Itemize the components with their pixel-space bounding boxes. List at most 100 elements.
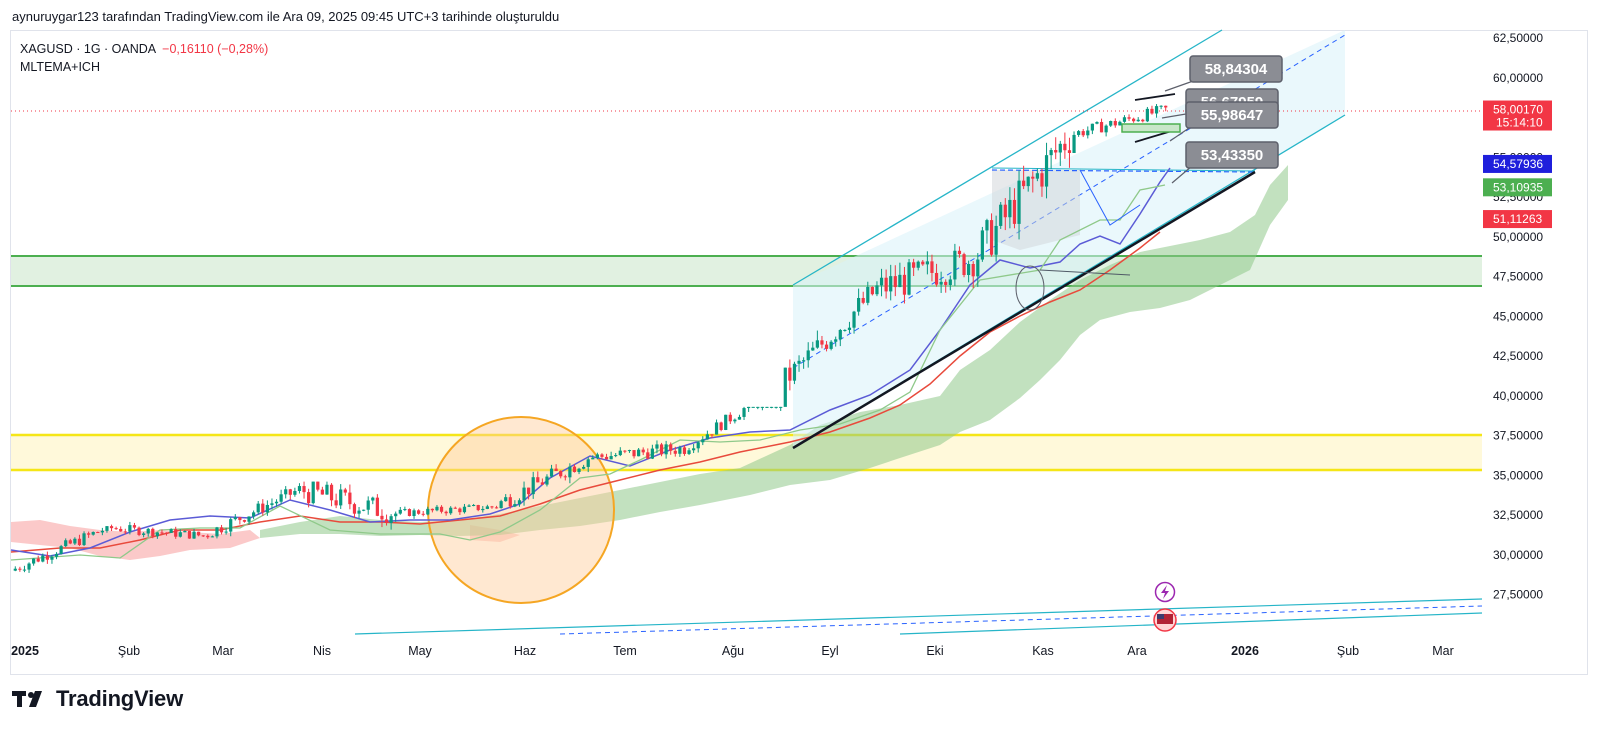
candle-body bbox=[1150, 108, 1154, 114]
callout-box[interactable] bbox=[1185, 101, 1279, 129]
candle-body bbox=[779, 406, 783, 408]
y-tick-label: 47,50000 bbox=[1493, 270, 1543, 284]
candle-body bbox=[371, 497, 375, 501]
candle-body bbox=[1095, 122, 1099, 124]
y-tick-label: 27,50000 bbox=[1493, 588, 1543, 602]
candle-body bbox=[458, 508, 462, 513]
candle-body bbox=[68, 540, 72, 544]
candle-body bbox=[247, 516, 251, 522]
candle-body bbox=[687, 450, 691, 454]
candle-body bbox=[999, 204, 1003, 226]
candle-body bbox=[980, 230, 984, 260]
y-tick-label: 45,00000 bbox=[1493, 309, 1543, 323]
event-icons[interactable] bbox=[1153, 581, 1177, 632]
price-tag bbox=[1483, 100, 1552, 131]
candle-body bbox=[329, 484, 334, 501]
candle-body bbox=[1003, 204, 1007, 218]
candle-body bbox=[192, 531, 196, 539]
dip-ellipse bbox=[1015, 265, 1045, 311]
tradingview-logo[interactable]: TradingView bbox=[12, 686, 183, 712]
candle-body bbox=[948, 279, 952, 285]
candle-body bbox=[45, 555, 49, 560]
price-tag bbox=[1483, 178, 1552, 197]
candle-body bbox=[316, 481, 320, 490]
candle-body bbox=[889, 276, 893, 292]
candle-body bbox=[197, 531, 201, 536]
candle-body bbox=[962, 254, 966, 276]
candle-body bbox=[847, 327, 852, 330]
candle-body bbox=[742, 408, 746, 417]
candle-body bbox=[261, 503, 265, 513]
candle-body bbox=[1104, 125, 1108, 133]
x-tick-label: Mar bbox=[1432, 644, 1454, 658]
candle-body bbox=[219, 527, 224, 533]
candle-body bbox=[499, 501, 503, 509]
price-tag-label: 58,00170 bbox=[1493, 103, 1543, 117]
indicator-label[interactable]: MLTEMA+ICH bbox=[20, 60, 100, 74]
candle-body bbox=[513, 504, 517, 507]
candle-body bbox=[215, 527, 219, 537]
callout-box[interactable] bbox=[1185, 141, 1279, 169]
candle-body bbox=[788, 367, 792, 381]
candle-body bbox=[320, 489, 324, 495]
candle-body bbox=[293, 490, 297, 495]
candle-body bbox=[705, 434, 709, 440]
candle-body bbox=[453, 507, 457, 509]
candle-body bbox=[201, 535, 205, 537]
candle-body bbox=[559, 470, 563, 477]
candle-body bbox=[187, 530, 192, 539]
candle-body bbox=[554, 468, 558, 471]
candle-body bbox=[682, 447, 687, 454]
price-tag bbox=[1483, 210, 1552, 229]
candle-body bbox=[609, 456, 613, 460]
callout-box[interactable] bbox=[1189, 55, 1283, 83]
candle-body bbox=[843, 329, 847, 331]
candle-body bbox=[861, 297, 865, 303]
candle-body bbox=[91, 532, 95, 535]
candle-body bbox=[802, 360, 806, 362]
triangle-lines bbox=[1079, 169, 1141, 226]
symbol-label[interactable]: XAGUSD · 1G · OANDA bbox=[20, 42, 157, 56]
candle-body bbox=[838, 329, 842, 340]
candle-body bbox=[1159, 105, 1163, 107]
candle-body bbox=[728, 414, 732, 422]
candle-body bbox=[229, 519, 233, 532]
candle-body bbox=[1081, 131, 1085, 136]
candle-body bbox=[449, 507, 453, 514]
tv-logo-icon bbox=[12, 691, 42, 707]
candle-body bbox=[137, 527, 141, 535]
x-tick-label: Tem bbox=[613, 644, 637, 658]
lower-channel-bottom bbox=[899, 612, 1483, 635]
candle-body bbox=[934, 272, 939, 285]
candle-body bbox=[820, 340, 824, 345]
candle-body bbox=[403, 509, 407, 511]
candle-body bbox=[494, 507, 499, 509]
y-tick-label: 62,50000 bbox=[1493, 31, 1543, 45]
candle-body bbox=[151, 528, 155, 537]
candle-body bbox=[536, 477, 540, 483]
support-trendline[interactable] bbox=[792, 170, 1256, 450]
brand-name: TradingView bbox=[56, 686, 183, 711]
candle-body bbox=[430, 508, 434, 511]
candle-body bbox=[27, 563, 31, 570]
candle-body bbox=[834, 339, 838, 342]
candle-body bbox=[1026, 176, 1030, 187]
candle-body bbox=[1099, 122, 1104, 133]
candle-body bbox=[710, 434, 714, 436]
candle-body bbox=[265, 504, 269, 513]
x-tick-label: Eyl bbox=[821, 644, 838, 658]
candle-body bbox=[1031, 176, 1035, 179]
candle-body bbox=[22, 569, 27, 571]
candle-body bbox=[467, 505, 471, 507]
candle-body bbox=[174, 529, 178, 537]
candle-body bbox=[96, 532, 100, 534]
candle-body bbox=[1086, 130, 1090, 136]
candle-body bbox=[737, 416, 742, 420]
candle-body bbox=[1090, 123, 1094, 131]
candle-body bbox=[971, 264, 975, 277]
channel-upper bbox=[792, 29, 1223, 286]
candle-body bbox=[1164, 105, 1168, 108]
candle-body bbox=[357, 510, 361, 514]
candle-body bbox=[921, 261, 925, 265]
